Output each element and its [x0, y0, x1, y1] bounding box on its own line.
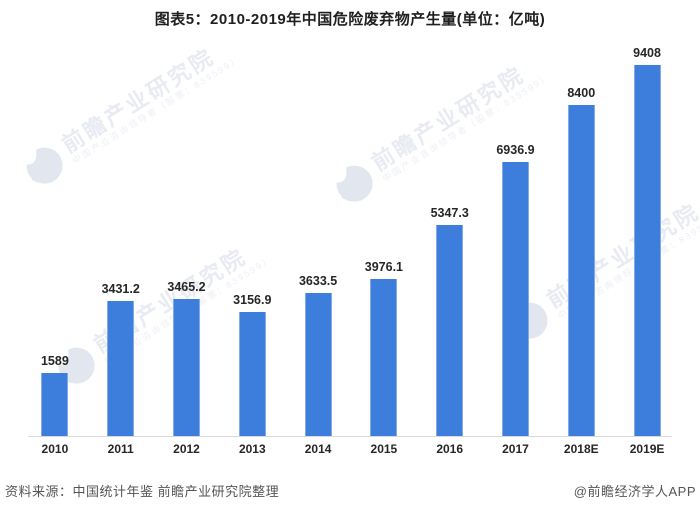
bar-value-label: 3633.5 [298, 274, 338, 288]
bar-group: 5347.3 [417, 65, 483, 436]
x-axis-label: 2016 [436, 442, 464, 456]
bar-group: 1589 [22, 65, 88, 436]
bar [501, 162, 529, 436]
bar-value-label: 3431.2 [101, 282, 140, 296]
bar-value-label: 6936.9 [496, 143, 535, 157]
bar-group: 6936.9 [483, 65, 549, 436]
bar-group: 3156.9 [219, 65, 285, 436]
x-axis-labels: 2010 2011 2012 2013 2014 2015 2016 2017 2018E 201… [22, 442, 680, 456]
bar [238, 312, 266, 436]
x-axis-label: 2010 [41, 442, 69, 456]
bar [41, 373, 69, 436]
x-axis-label: 2013 [238, 442, 266, 456]
bar-group: 3633.5 [285, 65, 351, 436]
bar-value-label: 3976.1 [364, 260, 403, 274]
x-axis-label: 2014 [304, 442, 332, 456]
x-axis-label: 2017 [502, 442, 529, 456]
bar-value-label: 9408 [633, 46, 661, 60]
bar-group: 9408 [614, 46, 680, 436]
chart-title: 图表5：2010-2019年中国危险废弃物产生量(单位：亿吨) [154, 11, 546, 28]
bar [633, 65, 661, 436]
bar-value-label: 3156.9 [233, 293, 272, 307]
bar [172, 299, 200, 436]
bar-value-label: 3465.2 [167, 280, 206, 294]
x-axis-label: 2019E [629, 442, 665, 456]
bar-value-label: 1589 [40, 354, 69, 368]
bar-value-label: 8400 [567, 86, 596, 100]
bar-group: 3976.1 [351, 65, 417, 436]
chart-footer: 资料来源：中国统计年鉴 前瞻产业研究院整理 @前瞻经济学人APP [5, 481, 696, 500]
x-axis-label: 2012 [173, 442, 200, 456]
bar-group: 8400 [548, 65, 614, 436]
bar-group: 3465.2 [154, 65, 220, 436]
x-axis-label: 2015 [370, 442, 398, 456]
x-axis-label: 2018E [563, 442, 599, 456]
x-axis-line [28, 436, 672, 437]
bar [107, 301, 135, 436]
bar [567, 105, 595, 436]
bar-value-label: 5347.3 [430, 206, 469, 220]
credit-note: @前瞻经济学人APP [573, 484, 696, 499]
source-note: 资料来源：中国统计年鉴 前瞻产业研究院整理 [5, 484, 280, 499]
bar [436, 225, 464, 436]
bar [370, 279, 398, 436]
x-axis-label: 2011 [107, 442, 134, 456]
bar [304, 293, 332, 436]
bar-chart: 1589 3431.2 3465.2 3156.9 3633.5 3976.1 5347.3… [22, 46, 680, 436]
bar-group: 3431.2 [88, 65, 154, 436]
